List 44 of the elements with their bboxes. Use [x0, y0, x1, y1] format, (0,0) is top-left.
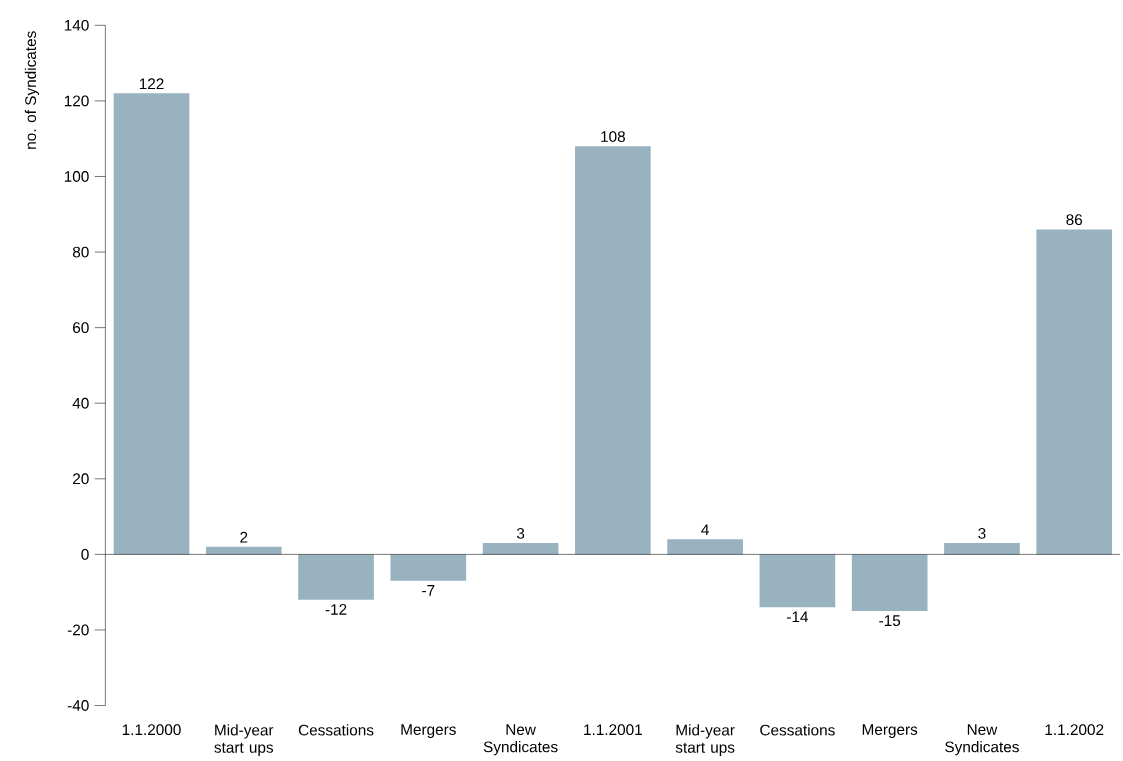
data-label: -12 [325, 603, 347, 615]
y-tick-label: 120 [64, 95, 89, 107]
bar [1036, 229, 1113, 555]
bar [390, 554, 467, 581]
y-tick-label: 80 [72, 246, 89, 258]
data-label: 3 [516, 527, 525, 539]
y-tick-label: 60 [73, 322, 89, 334]
y-tick-label: 100 [64, 171, 89, 182]
x-tick-label: Cessations [760, 724, 835, 736]
bar [298, 554, 374, 600]
bar [205, 546, 282, 555]
bar [113, 93, 190, 555]
bar [944, 543, 1020, 555]
x-tick-label: 1.1.2000 [122, 724, 181, 736]
data-label: 3 [978, 527, 986, 539]
data-label: 108 [601, 131, 625, 142]
x-tick-label: Mergers [401, 724, 456, 738]
data-label: -7 [422, 585, 435, 596]
x-tick-label: Mid-year start ups [675, 724, 735, 756]
y-tick-label: 20 [73, 473, 89, 485]
data-label: -15 [879, 615, 901, 627]
data-label: 86 [1066, 214, 1083, 226]
x-tick-label: Mid-year start ups [214, 724, 274, 756]
bar [575, 146, 651, 555]
x-tick-label: Mergers [862, 724, 918, 738]
data-label: 2 [240, 531, 248, 543]
y-tick-label: 40 [72, 397, 89, 409]
x-tick-label: New Syndicates [945, 724, 1019, 756]
y-tick-label: 140 [64, 19, 89, 31]
bar [482, 543, 559, 555]
y-tick-label: -40 [67, 700, 89, 711]
bar [851, 554, 928, 612]
y-tick-label: 0 [81, 548, 89, 560]
bar [667, 539, 743, 555]
x-tick-label: New Syndicates [483, 724, 558, 756]
bar [759, 554, 836, 608]
x-tick-label: 1.1.2002 [1045, 724, 1104, 736]
y-tick-label: -20 [67, 624, 89, 636]
data-label: 4 [701, 524, 709, 535]
data-label: 122 [139, 78, 164, 90]
data-label: -14 [787, 611, 809, 623]
x-tick-label: Cessations [298, 724, 374, 736]
y-axis-title: no. of Syndicates [24, 31, 40, 149]
x-tick-label: 1.1.2001 [584, 724, 642, 736]
